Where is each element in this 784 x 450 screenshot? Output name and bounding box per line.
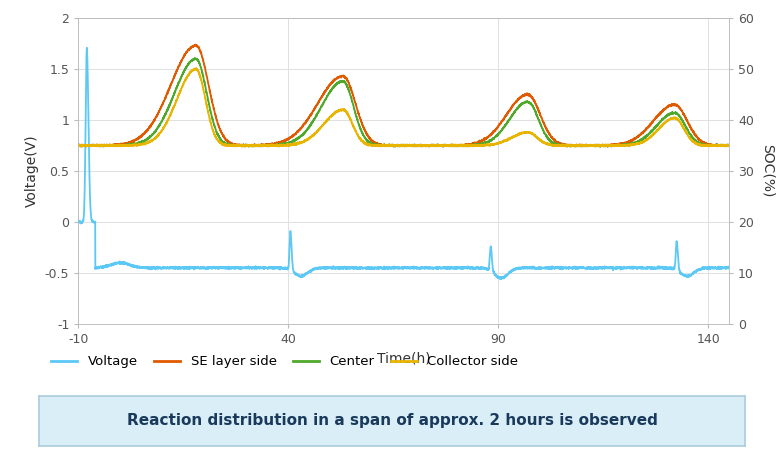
Legend: Voltage, SE layer side, Center, Collector side: Voltage, SE layer side, Center, Collecto… [45,350,524,374]
Y-axis label: SOC(%): SOC(%) [761,144,775,198]
Y-axis label: Voltage(V): Voltage(V) [25,135,39,207]
X-axis label: Time(h): Time(h) [377,351,430,365]
Text: Reaction distribution in a span of approx. 2 hours is observed: Reaction distribution in a span of appro… [126,413,658,428]
